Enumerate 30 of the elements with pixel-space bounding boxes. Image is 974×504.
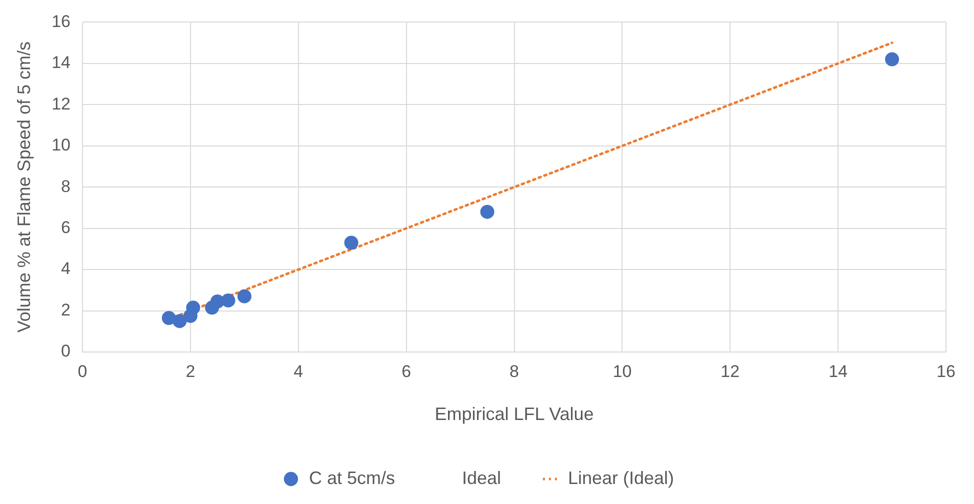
point <box>237 289 252 304</box>
x-tick-label: 2 <box>186 362 196 381</box>
x-tick-label: 4 <box>294 362 304 381</box>
point <box>885 52 900 66</box>
x-tick-label: 12 <box>720 362 740 381</box>
x-tick-label: 14 <box>828 362 848 381</box>
point <box>344 236 358 250</box>
x-axis-title: Empirical LFL Value <box>434 404 594 424</box>
y-axis-title: Volume % at Flame Speed of 5 cm/s <box>14 42 34 333</box>
point <box>221 293 236 308</box>
y-tick-label: 0 <box>61 342 71 361</box>
y-tick-label: 8 <box>61 176 71 196</box>
y-tick-label: 2 <box>61 300 71 320</box>
x-tick-label: 8 <box>510 362 519 381</box>
x-tick-label: 10 <box>612 362 632 381</box>
point <box>172 314 187 328</box>
y-tick-label: 10 <box>52 136 71 155</box>
legend-label: Linear (Ideal) <box>568 468 674 488</box>
y-tick-label: 16 <box>52 12 71 31</box>
text: Ideal <box>462 468 502 488</box>
point <box>480 204 494 219</box>
y-tick-label: 14 <box>52 53 71 72</box>
x-tick-label: 16 <box>936 362 956 381</box>
x-tick-label: 0 <box>78 362 88 381</box>
y-tick-label: 4 <box>61 259 71 278</box>
legend-label: C at 5cm/s <box>308 468 395 488</box>
point <box>186 300 200 315</box>
x-tick-label: 6 <box>402 362 412 381</box>
y-tick-label: 6 <box>61 218 71 238</box>
y-tick-label: 12 <box>52 94 71 114</box>
